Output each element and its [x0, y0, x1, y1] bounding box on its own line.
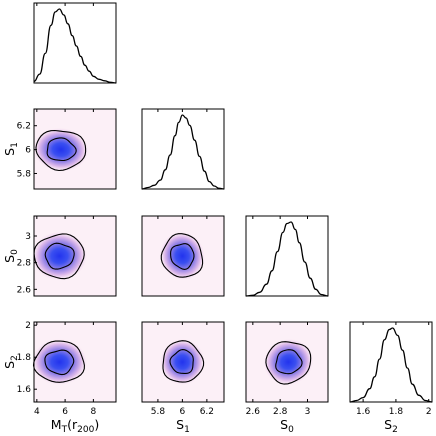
joint-frame-s1-s0	[141, 215, 225, 297]
xlabel-s0: S0	[280, 417, 294, 435]
contour-inner-mt-s2	[44, 349, 75, 376]
ylabel-s0: S0	[2, 249, 20, 263]
joint-frame-s0-s2	[245, 321, 329, 403]
contour-inner-mt-s1	[46, 137, 77, 162]
xlabel-mt: MT(r200)	[51, 417, 99, 435]
contour-inner-s0-s2	[275, 349, 303, 375]
ytick-label-s1-1: 6	[25, 146, 31, 156]
marginal-curve-mt	[33, 8, 117, 84]
ytick-label-s2-2: 2	[25, 321, 31, 331]
joint-density-mt-s1	[33, 127, 89, 172]
joint-density-mt-s2	[31, 339, 88, 385]
marginal-frame-mt	[33, 2, 117, 84]
ytick-label-s2-0: 1.6	[17, 385, 32, 395]
joint-frame-mt-s0	[33, 215, 117, 297]
xlabel-s1: S1	[176, 417, 190, 435]
joint-density-s0-s2	[263, 338, 314, 386]
contour-outer-s1-s0	[160, 233, 204, 278]
marginal-curve-s2	[349, 327, 433, 403]
contour-outer-mt-s1	[35, 129, 87, 172]
xtick-label-s0-1: 2.8	[273, 407, 288, 417]
marginal-frame-s0	[245, 215, 329, 297]
contour-inner-mt-s0	[44, 242, 75, 270]
joint-density-mt-s0	[31, 231, 88, 281]
joint-frame-mt-s1	[33, 108, 117, 190]
xtick-label-s2-0: 1.6	[356, 407, 371, 417]
ytick-label-s0-2: 3	[25, 232, 31, 242]
joint-density-s1-s2	[160, 339, 205, 385]
xtick-label-s1-1: 6	[180, 407, 186, 417]
joint-frame-mt-s2	[33, 321, 117, 403]
ylabel-s2: S2	[2, 355, 20, 369]
ytick-label-s0-1: 2.8	[17, 259, 32, 269]
marginal-curve-s1	[141, 114, 225, 190]
ylabel-s1: S1	[2, 142, 20, 156]
xtick-label-s1-0: 5.8	[151, 407, 166, 417]
ytick-label-s2-1: 1.8	[17, 353, 32, 363]
ytick-label-s1-0: 5.8	[17, 169, 32, 179]
xtick-label-s2-1: 1.8	[389, 407, 404, 417]
xtick-label-s0-0: 2.6	[246, 407, 261, 417]
joint-density-s1-s0	[159, 231, 205, 281]
xtick-label-s0-2: 3	[305, 407, 311, 417]
xtick-label-mt-1: 6	[62, 407, 68, 417]
ytick-label-s1-2: 6.2	[17, 122, 31, 132]
xtick-label-mt-2: 8	[91, 407, 97, 417]
contour-outer-s0-s2	[265, 341, 312, 385]
contour-outer-s1-s2	[162, 340, 205, 383]
xtick-label-mt-0: 4	[34, 407, 40, 417]
joint-frame-s1-s2	[141, 321, 225, 403]
xtick-label-s2-2: 2	[426, 407, 432, 417]
xtick-label-s1-2: 6.2	[200, 407, 214, 417]
xlabel-s2: S2	[384, 417, 398, 435]
contour-inner-s1-s0	[170, 243, 195, 270]
contour-inner-s1-s2	[169, 349, 194, 374]
marginal-curve-s0	[245, 221, 329, 297]
ytick-label-s0-0: 2.6	[17, 285, 32, 295]
marginal-frame-s2	[349, 321, 433, 403]
marginal-frame-s1	[141, 108, 225, 190]
